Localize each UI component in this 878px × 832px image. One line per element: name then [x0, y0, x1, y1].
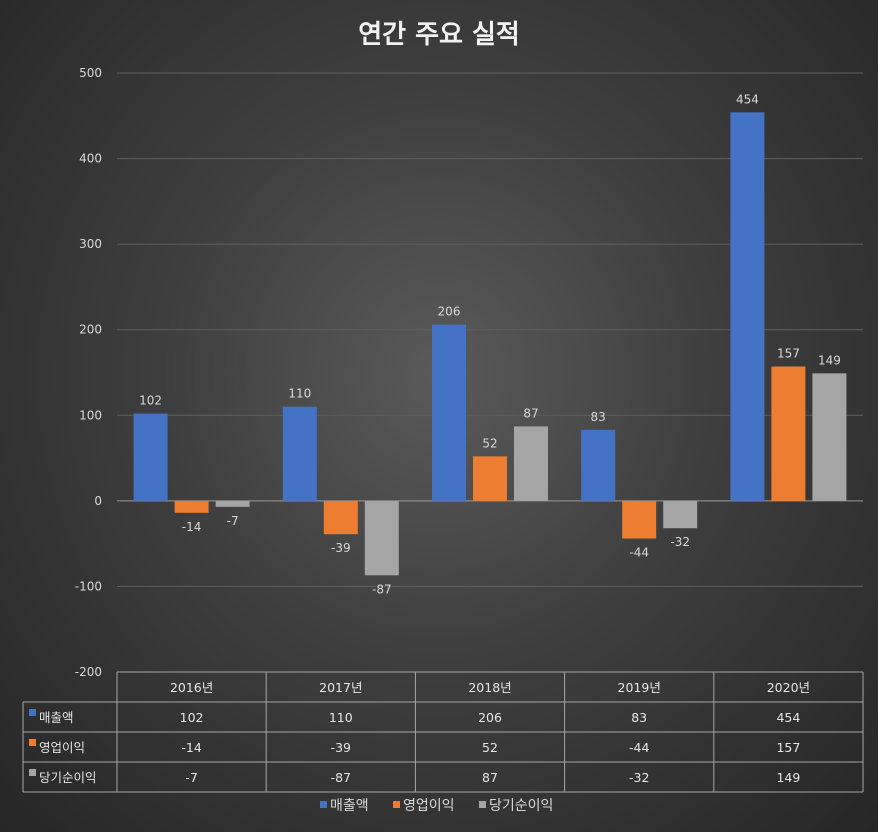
data-label: 83 [591, 410, 606, 424]
table-cell: 157 [776, 740, 800, 755]
bar-매출액-2020년 [730, 112, 765, 501]
y-tick-label: 400 [79, 152, 102, 166]
table-row-label: 매출액 [39, 710, 74, 725]
bar-영업이익-2017년 [323, 500, 358, 535]
bar-매출액-2019년 [581, 429, 616, 501]
table-cell: -14 [181, 740, 201, 755]
table-cell: 83 [631, 710, 647, 725]
legend-label: 매출액 [330, 798, 369, 814]
data-label: 454 [736, 92, 759, 106]
bar-매출액-2018년 [432, 324, 466, 501]
table-row-label: 당기순이익 [39, 770, 97, 785]
data-label: 149 [818, 353, 841, 367]
data-label: 87 [523, 406, 538, 420]
table-legend-key [29, 739, 36, 746]
table-header-cell: 2016년 [170, 680, 213, 695]
y-tick-label: -100 [75, 579, 102, 593]
legend-label: 영업이익 [403, 798, 455, 814]
table-legend-key [29, 769, 36, 776]
bar-매출액-2016년 [133, 413, 168, 501]
bars [133, 112, 847, 576]
data-label: -87 [372, 582, 392, 596]
bar-당기순이익-2020년 [812, 373, 847, 501]
data-label: -7 [227, 514, 239, 528]
table-header-cell: 2018년 [468, 680, 511, 695]
table-cell: 102 [180, 710, 204, 725]
data-label: 206 [438, 305, 461, 319]
bar-영업이익-2019년 [622, 500, 657, 539]
bar-매출액-2017년 [282, 406, 317, 501]
y-tick-label: -200 [75, 665, 102, 679]
table-cell: 206 [478, 710, 502, 725]
table-cell: 454 [776, 710, 800, 725]
data-label: -14 [182, 520, 202, 534]
legend-key [479, 801, 486, 808]
bar-당기순이익-2017년 [364, 500, 399, 576]
data-label: 157 [777, 347, 800, 361]
table-cell: -7 [185, 770, 197, 785]
bar-당기순이익-2019년 [663, 500, 698, 529]
table-cell: -32 [629, 770, 649, 785]
table-cell: 87 [482, 770, 498, 785]
chart-title: 연간 주요 실적 [358, 20, 520, 50]
legend-key [320, 801, 327, 808]
table-header-cell: 2020년 [767, 680, 810, 695]
data-label: -44 [629, 546, 649, 560]
table-row-label: 영업이익 [39, 740, 85, 755]
legend-label: 당기순이익 [489, 798, 553, 814]
table-cell: -44 [629, 740, 649, 755]
data-label: -32 [670, 535, 690, 549]
table-cell: 52 [482, 740, 498, 755]
data-labels: 102 -14 -7 110 -39 -87 206 52 87 83 -44 -32 454 157 14… [139, 92, 841, 596]
y-tick-label: 500 [79, 66, 102, 80]
y-axis-ticks: 500 400 300 200 100 0 -100 -200 [75, 66, 102, 679]
data-label: 52 [482, 436, 497, 450]
data-label: -39 [331, 541, 351, 555]
table-cell: -87 [331, 770, 351, 785]
table-cell: 149 [776, 770, 800, 785]
y-tick-label: 100 [79, 408, 102, 422]
legend-key [393, 801, 400, 808]
bar-당기순이익-2016년 [215, 500, 250, 507]
table-header-cell: 2019년 [618, 680, 661, 695]
y-tick-label: 200 [79, 323, 102, 337]
table-legend-key [29, 709, 36, 716]
bar-영업이익-2020년 [771, 366, 806, 501]
data-label: 110 [288, 387, 311, 401]
table-header-cell: 2017년 [319, 680, 362, 695]
bar-영업이익-2016년 [174, 500, 209, 513]
y-tick-label: 300 [79, 237, 102, 251]
bar-당기순이익-2018년 [514, 426, 548, 501]
table-cell: -39 [331, 740, 351, 755]
bar-영업이익-2018년 [473, 456, 507, 501]
data-label: 102 [139, 394, 162, 408]
y-tick-label: 0 [94, 494, 102, 508]
table-cell: 110 [329, 710, 353, 725]
legend: 매출액 영업이익 당기순이익 [320, 798, 553, 814]
